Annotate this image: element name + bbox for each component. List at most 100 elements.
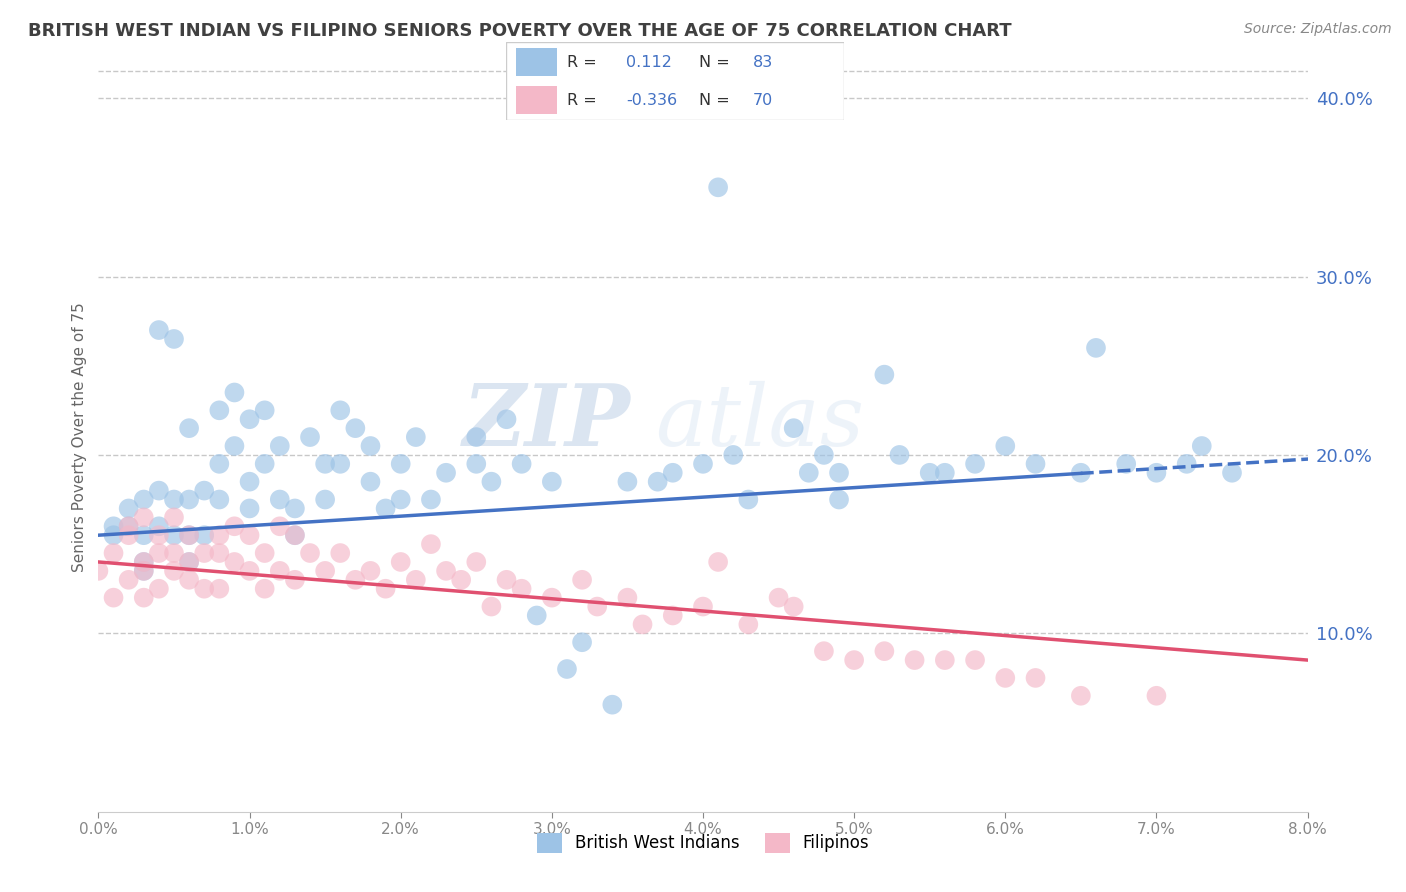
Point [269,439,291,453]
Point [179,555,201,569]
Point [284,573,307,587]
Point [208,457,231,471]
Point [465,555,488,569]
Point [269,519,291,533]
Point [692,599,714,614]
Point [148,323,170,337]
Point [360,564,382,578]
Point [163,510,186,524]
Point [1025,671,1047,685]
Point [224,439,246,453]
Point [132,591,155,605]
Point [934,653,956,667]
Point [481,475,503,489]
Point [132,564,155,578]
Point [148,483,170,498]
Point [269,564,291,578]
Point [374,501,396,516]
Point [224,555,246,569]
Point [844,653,866,667]
Point [434,466,457,480]
Point [389,492,412,507]
Point [179,555,201,569]
Point [495,412,517,426]
Point [360,475,382,489]
Point [253,546,276,560]
Point [224,519,246,533]
Point [132,492,155,507]
Point [965,653,987,667]
Point [389,555,412,569]
Point [768,591,790,605]
Point [163,528,186,542]
Point [329,546,352,560]
Point [148,546,170,560]
Point [269,492,291,507]
Point [737,492,759,507]
Text: -0.336: -0.336 [626,93,678,108]
Point [239,564,262,578]
Point [540,475,562,489]
Point [224,385,246,400]
Point [118,519,141,533]
Point [481,599,503,614]
Point [193,582,215,596]
Point [889,448,911,462]
Point [163,546,186,560]
Point [208,492,231,507]
Point [1070,466,1092,480]
Point [420,492,443,507]
Point [1175,457,1198,471]
Point [783,421,806,435]
Point [179,421,201,435]
Point [707,180,730,194]
Point [434,564,457,578]
Point [723,448,745,462]
Point [87,564,110,578]
Point [163,492,186,507]
Point [179,492,201,507]
Point [828,492,851,507]
Text: atlas: atlas [655,381,863,464]
Bar [516,48,557,77]
Point [163,332,186,346]
Point [360,439,382,453]
Point [253,582,276,596]
Point [602,698,624,712]
Point [193,528,215,542]
Point [994,439,1017,453]
Point [571,635,593,649]
Point [103,528,125,542]
Legend: British West Indians, Filipinos: British West Indians, Filipinos [530,826,876,860]
Point [994,671,1017,685]
Point [631,617,654,632]
Point [1070,689,1092,703]
Point [132,555,155,569]
Text: N =: N = [699,93,730,108]
Point [208,582,231,596]
Point [647,475,669,489]
Point [783,599,806,614]
Point [1025,457,1047,471]
Point [132,564,155,578]
Point [828,466,851,480]
Point [118,519,141,533]
Point [1146,466,1168,480]
Text: R =: R = [567,93,596,108]
Point [1146,689,1168,703]
Point [586,599,609,614]
Point [239,501,262,516]
Point [465,457,488,471]
Text: 70: 70 [752,93,773,108]
Point [965,457,987,471]
Point [148,528,170,542]
Point [1085,341,1108,355]
Point [555,662,578,676]
Point [707,555,730,569]
Point [284,501,307,516]
Point [193,546,215,560]
Point [118,501,141,516]
Point [253,403,276,417]
Point [132,510,155,524]
Point [239,475,262,489]
